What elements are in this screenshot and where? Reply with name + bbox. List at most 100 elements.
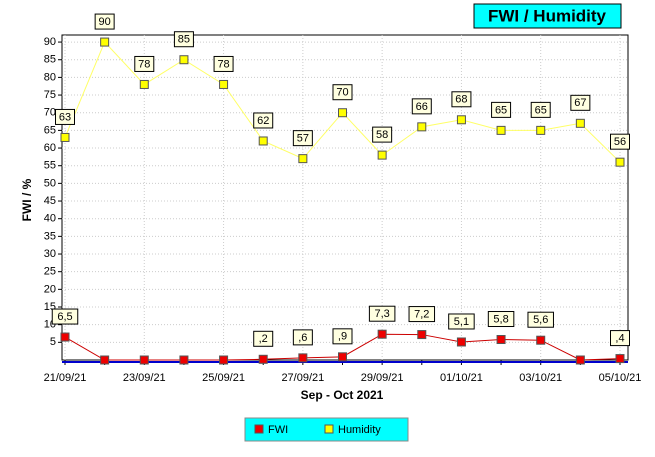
marker	[298, 154, 308, 164]
marker	[456, 115, 466, 125]
label-box	[332, 328, 353, 345]
marker	[456, 337, 466, 347]
label-box	[173, 31, 194, 48]
marker	[139, 355, 149, 365]
label-box	[451, 91, 472, 108]
value-label: 62	[257, 115, 269, 127]
marker	[298, 353, 308, 363]
marker	[179, 55, 189, 65]
label-box	[253, 112, 274, 129]
marker	[60, 132, 70, 142]
y-tick-label: 80	[44, 71, 56, 83]
value-label: 78	[138, 58, 150, 70]
y-tick-label: 5	[50, 336, 56, 348]
label-box	[292, 329, 313, 346]
y-tick-label: 60	[44, 142, 56, 154]
marker	[417, 122, 427, 132]
marker	[338, 352, 347, 362]
marker	[60, 332, 70, 342]
value-label: ,6	[298, 332, 307, 344]
value-label: 56	[614, 136, 626, 148]
x-tick-label: 21/09/21	[44, 372, 87, 384]
label-box	[55, 108, 75, 125]
label-box	[527, 311, 554, 328]
marker	[100, 355, 110, 365]
x-tick-label: 01/10/21	[440, 372, 483, 384]
value-label: 90	[99, 16, 111, 28]
value-label: 5,6	[533, 314, 548, 326]
marker	[615, 354, 625, 364]
value-label: 58	[376, 129, 388, 141]
y-tick-label: 40	[44, 213, 56, 225]
marker	[179, 355, 189, 365]
x-tick-label: 27/09/21	[281, 372, 324, 384]
value-label: 63	[59, 111, 71, 123]
marker	[496, 125, 506, 135]
label-box	[411, 98, 432, 115]
legend-label: FWI	[268, 424, 288, 436]
marker	[377, 329, 387, 339]
value-label: 5,8	[493, 313, 508, 325]
y-tick-label: 20	[44, 283, 56, 295]
y-tick-label: 35	[44, 230, 56, 242]
value-label: 68	[455, 94, 467, 106]
value-label: 70	[336, 87, 348, 99]
y-tick-label: 30	[44, 248, 56, 260]
value-label: 85	[178, 34, 190, 46]
value-label: 7,3	[374, 308, 389, 320]
marker	[575, 118, 585, 128]
y-tick-label: 45	[44, 195, 56, 207]
marker	[536, 125, 546, 135]
marker	[338, 108, 347, 118]
chart-title: FWI / Humidity	[488, 6, 607, 25]
marker	[258, 354, 268, 364]
label-box	[213, 55, 234, 72]
value-label: 67	[574, 97, 586, 109]
marker	[496, 335, 506, 345]
value-label: 66	[416, 101, 428, 113]
x-tick-label: 03/10/21	[519, 372, 562, 384]
value-label: 78	[217, 58, 229, 70]
legend-label: Humidity	[338, 424, 381, 436]
x-tick-label: 23/09/21	[123, 372, 166, 384]
label-box	[292, 130, 313, 147]
y-tick-label: 50	[44, 177, 56, 189]
value-label: ,4	[615, 332, 624, 344]
marker	[100, 37, 110, 47]
x-tick-label: 05/10/21	[599, 372, 642, 384]
x-tick-label: 25/09/21	[202, 372, 245, 384]
marker	[219, 355, 229, 365]
y-tick-label: 55	[44, 160, 56, 172]
value-label: 5,1	[454, 316, 469, 328]
y-tick-label: 75	[44, 89, 56, 101]
marker	[219, 79, 229, 89]
marker	[615, 157, 625, 167]
y-tick-label: 25	[44, 266, 56, 278]
label-box	[530, 101, 551, 118]
y-tick-label: 90	[44, 36, 56, 48]
label-box	[253, 330, 274, 347]
value-label: ,2	[259, 333, 268, 345]
marker	[139, 79, 149, 89]
label-box	[134, 55, 155, 72]
label-box	[570, 94, 591, 111]
value-label: 6,5	[57, 311, 72, 323]
y-tick-label: 85	[44, 54, 56, 66]
value-label: 7,2	[414, 308, 429, 320]
x-tick-label: 29/09/21	[361, 372, 404, 384]
label-box	[610, 330, 630, 347]
y-axis-label: FWI / %	[20, 178, 34, 221]
value-label: 57	[297, 133, 309, 145]
marker	[258, 136, 268, 146]
value-label: ,9	[338, 331, 347, 343]
label-box	[610, 133, 630, 150]
legend-marker	[254, 424, 264, 434]
marker	[575, 355, 585, 365]
marker	[377, 150, 387, 160]
label-box	[368, 305, 396, 322]
label-box	[491, 101, 512, 118]
label-box	[448, 313, 475, 330]
label-box	[487, 311, 515, 328]
label-box	[51, 308, 79, 325]
